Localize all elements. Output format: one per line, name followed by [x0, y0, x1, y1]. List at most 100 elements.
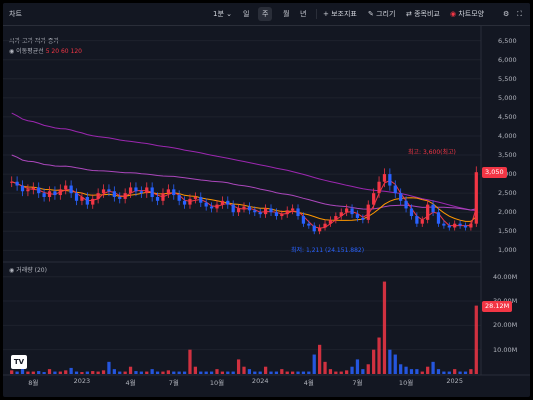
- volume-bar: [366, 364, 370, 374]
- settings-icon[interactable]: ⚙: [503, 10, 510, 18]
- volume-bar: [442, 371, 446, 374]
- indicators-button[interactable]: + 보조지표: [323, 7, 357, 21]
- candle-body: [91, 198, 95, 205]
- chart-style-label: 차트모양: [458, 10, 485, 18]
- candle-body: [96, 193, 100, 199]
- ma-legend[interactable]: ◉ 이동평균선 5 20 60 120: [9, 46, 82, 55]
- volume-bar: [74, 371, 79, 374]
- candle-body: [139, 191, 143, 194]
- volume-bar: [285, 371, 289, 374]
- candle-body: [166, 189, 170, 194]
- candle-body: [269, 208, 273, 213]
- price-chart[interactable]: [3, 3, 530, 397]
- volume-legend-title: 거래량 (20): [16, 267, 47, 274]
- volume-tick-label: 10.00M: [493, 345, 518, 354]
- candle-body: [388, 174, 392, 186]
- candle-body: [366, 204, 370, 220]
- candle-body: [112, 191, 116, 197]
- price-tick-label: 5,500: [498, 74, 517, 83]
- candle-body: [134, 187, 138, 192]
- candle-body: [393, 185, 397, 194]
- volume-bar: [296, 371, 300, 374]
- candle-body: [85, 196, 89, 205]
- toolbar-divider: [316, 9, 317, 19]
- candle-body: [26, 189, 30, 192]
- candle-body: [37, 187, 41, 194]
- volume-bar: [37, 371, 41, 374]
- chart-toolbar: 차트 1분 ⌄ 일 주 월 년 + 보조지표 ✎ 그리기 ⇄ 종목비교: [3, 3, 530, 26]
- volume-bar: [199, 371, 203, 374]
- candle-body: [404, 200, 408, 209]
- draw-button[interactable]: ✎ 그리기: [368, 7, 395, 21]
- candle-body: [204, 202, 208, 207]
- candle-body: [220, 200, 225, 205]
- eye-icon[interactable]: ◉: [9, 48, 15, 55]
- compare-button[interactable]: ⇄ 종목비교: [406, 7, 440, 21]
- volume-bar: [334, 371, 338, 374]
- volume-bar: [220, 371, 225, 374]
- tab-week[interactable]: 주: [258, 7, 273, 21]
- volume-tick-label: 20.00M: [493, 321, 518, 330]
- volume-bar: [474, 305, 478, 374]
- tradingview-logo[interactable]: TV: [11, 355, 27, 369]
- candle-body: [15, 181, 19, 186]
- volume-bar: [274, 371, 279, 374]
- volume-bar: [20, 369, 25, 374]
- price-tick-label: 6,000: [498, 55, 517, 64]
- volume-bar: [128, 366, 133, 374]
- volume-legend: ◉ 거래량 (20): [9, 265, 47, 274]
- fullscreen-icon[interactable]: ⛶: [517, 10, 522, 18]
- candle-body: [123, 193, 127, 199]
- volume-bar: [382, 281, 387, 374]
- candle-body: [182, 200, 187, 205]
- candle-body: [280, 214, 284, 217]
- candle-body: [47, 191, 52, 197]
- compare-icon: ⇄: [406, 10, 412, 18]
- volume-bar: [166, 370, 170, 374]
- ohlc-legend: 시가 고가 저가 종가: [9, 38, 59, 45]
- time-tick-label: 10월: [209, 379, 225, 387]
- candle-body: [258, 212, 262, 215]
- volume-bar: [307, 371, 311, 374]
- volume-bar: [47, 369, 52, 374]
- interval-select[interactable]: 1분 ⌄: [213, 7, 232, 21]
- candle-body: [128, 187, 133, 194]
- candle-body: [334, 216, 338, 220]
- eye-icon[interactable]: ◉: [9, 267, 15, 274]
- ma-legend-values: 5 20 60 120: [45, 48, 82, 55]
- tab-day[interactable]: 일: [243, 10, 250, 18]
- volume-bar: [139, 371, 143, 374]
- candle-body: [58, 189, 62, 196]
- candle-body: [458, 223, 462, 226]
- candle-body: [420, 219, 424, 224]
- tab-year[interactable]: 년: [300, 10, 307, 18]
- current-price-label: 3,050: [482, 167, 507, 179]
- chart-style-button[interactable]: ◉ 차트모양: [450, 7, 484, 21]
- volume-bar: [404, 366, 408, 374]
- tab-month[interactable]: 월: [283, 10, 290, 18]
- time-tick-label: 10월: [398, 379, 414, 387]
- volume-bar: [188, 349, 192, 374]
- candle-body: [372, 193, 376, 205]
- volume-bar: [372, 349, 376, 374]
- candle-body: [247, 206, 252, 211]
- candle-body: [296, 208, 300, 217]
- volume-bar: [355, 359, 360, 374]
- candle-body: [107, 189, 111, 192]
- volume-bar: [112, 369, 116, 374]
- candle-body: [463, 225, 468, 228]
- candle-body: [312, 225, 316, 232]
- symbol-label[interactable]: 차트: [9, 10, 22, 18]
- candle-body: [193, 196, 197, 199]
- volume-bar: [399, 364, 403, 374]
- price-tick-label: 1,500: [498, 227, 517, 236]
- volume-bar: [458, 371, 462, 374]
- volume-bar: [177, 371, 181, 374]
- candle-body: [226, 200, 230, 205]
- candle-body: [350, 208, 354, 215]
- candle-body: [150, 187, 154, 197]
- volume-bar: [409, 369, 414, 374]
- candle-body: [409, 208, 414, 217]
- time-tick-label: 2025: [446, 377, 463, 385]
- chevron-down-icon: ⌄: [226, 10, 233, 18]
